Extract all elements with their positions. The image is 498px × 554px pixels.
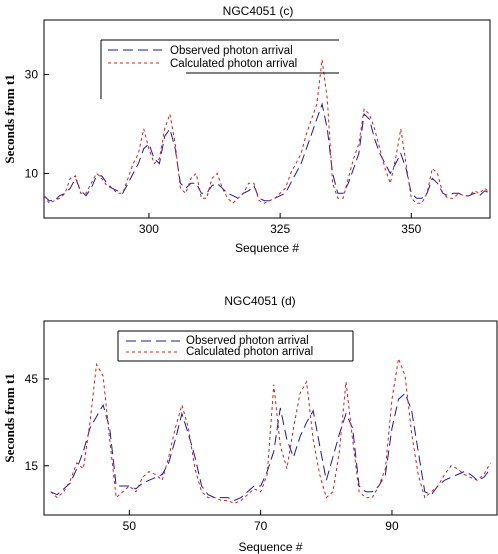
legend-label: Calculated photon arrival xyxy=(170,58,297,70)
series-line-calculated xyxy=(44,59,490,204)
x-tick-label: 70 xyxy=(254,519,268,533)
chart-1: NGC4051 (c) 300 325 350 10 30 Sequence # Second… xyxy=(2,4,491,255)
chart-title: NGC4051 (d) xyxy=(224,294,295,308)
legend-label: Calculated photon arrival xyxy=(186,346,313,358)
series-line-calculated xyxy=(50,356,491,504)
y-axis-label: Seconds from t1 xyxy=(2,74,17,163)
x-tick-label: 325 xyxy=(270,222,290,236)
chart-title: NGC4051 (c) xyxy=(223,4,294,18)
x-axis-label: Sequence # xyxy=(235,241,299,255)
y-axis-label: Seconds from t1 xyxy=(2,373,17,462)
series-line-observed xyxy=(44,102,490,202)
plot-frame xyxy=(43,19,491,219)
x-axis-label: Sequence # xyxy=(238,540,302,554)
legend-label: Observed photon arrival xyxy=(186,335,309,347)
x-tick-label: 350 xyxy=(401,222,421,236)
y-tick-label: 30 xyxy=(25,67,39,81)
y-tick-label: 45 xyxy=(25,372,39,386)
series-line-observed xyxy=(50,392,491,502)
y-tick-label: 10 xyxy=(25,166,39,180)
x-tick-label: 90 xyxy=(385,519,399,533)
x-tick-label: 50 xyxy=(123,519,137,533)
y-tick-label: 15 xyxy=(25,459,39,473)
chart-2: NGC4051 (d) 50 70 90 15 45 Sequence # Seconds f… xyxy=(2,294,498,554)
plot-frame xyxy=(43,320,498,516)
legend-label: Observed photon arrival xyxy=(170,45,293,57)
x-tick-label: 300 xyxy=(139,222,159,236)
